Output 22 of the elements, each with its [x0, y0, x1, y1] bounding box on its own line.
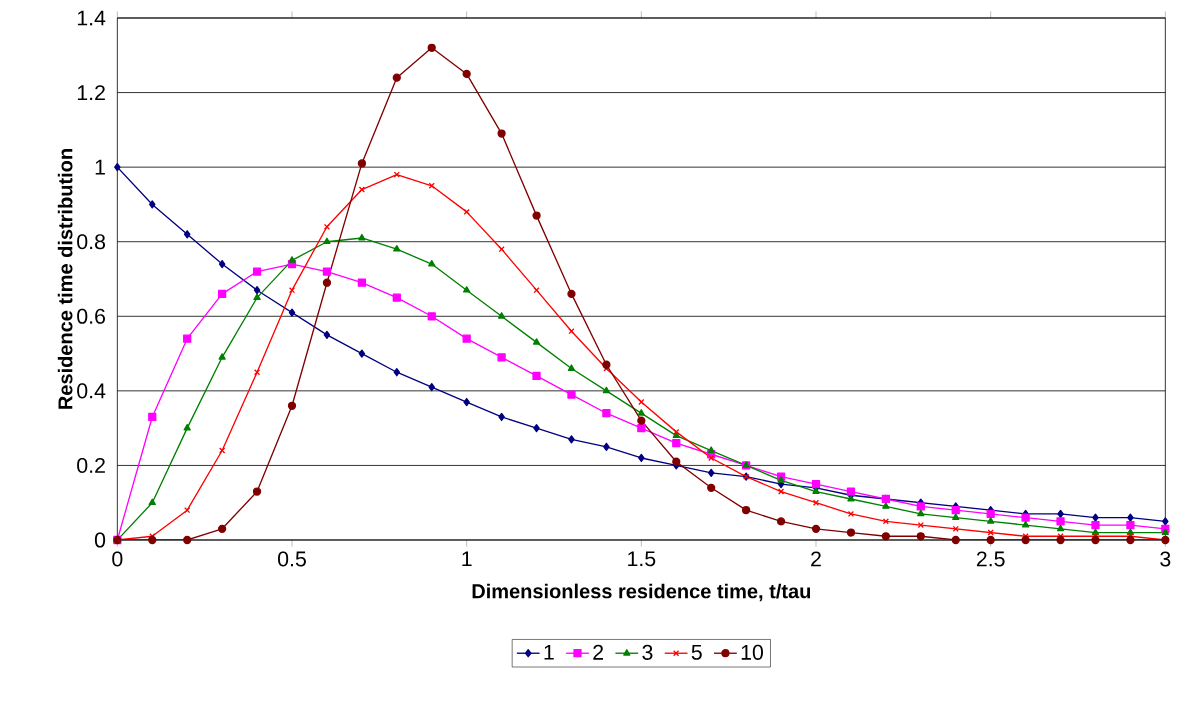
x-tick-label: 3: [1160, 551, 1171, 567]
y-tick-label: 0.8: [77, 234, 106, 250]
x-tick-label: 2: [811, 551, 821, 567]
legend-label: 2: [593, 644, 604, 660]
x-tick-label: 1.5: [628, 551, 656, 567]
x-tick-label: 2.5: [976, 551, 1005, 567]
y-tick-label: 0.6: [77, 308, 106, 324]
legend-label: 5: [691, 644, 702, 660]
y-tick-label: 1: [95, 159, 105, 175]
x-tick-label: 0: [112, 551, 123, 567]
legend-label: 3: [642, 644, 653, 660]
y-tick-label: 0.2: [77, 457, 105, 473]
x-axis-title: Dimensionless residence time, t/tau: [472, 583, 811, 602]
y-axis-title: Residence time distribution: [57, 149, 73, 409]
y-tick-label: 1.4: [77, 10, 106, 26]
x-tick-label: 0.5: [278, 551, 306, 567]
y-tick-label: 0.4: [77, 383, 106, 399]
y-tick-label: 1.2: [77, 85, 105, 101]
legend-label: 1: [544, 644, 554, 660]
legend-label: 10: [741, 644, 763, 660]
y-tick-label: 0: [94, 532, 106, 548]
x-tick-label: 1: [462, 551, 472, 567]
